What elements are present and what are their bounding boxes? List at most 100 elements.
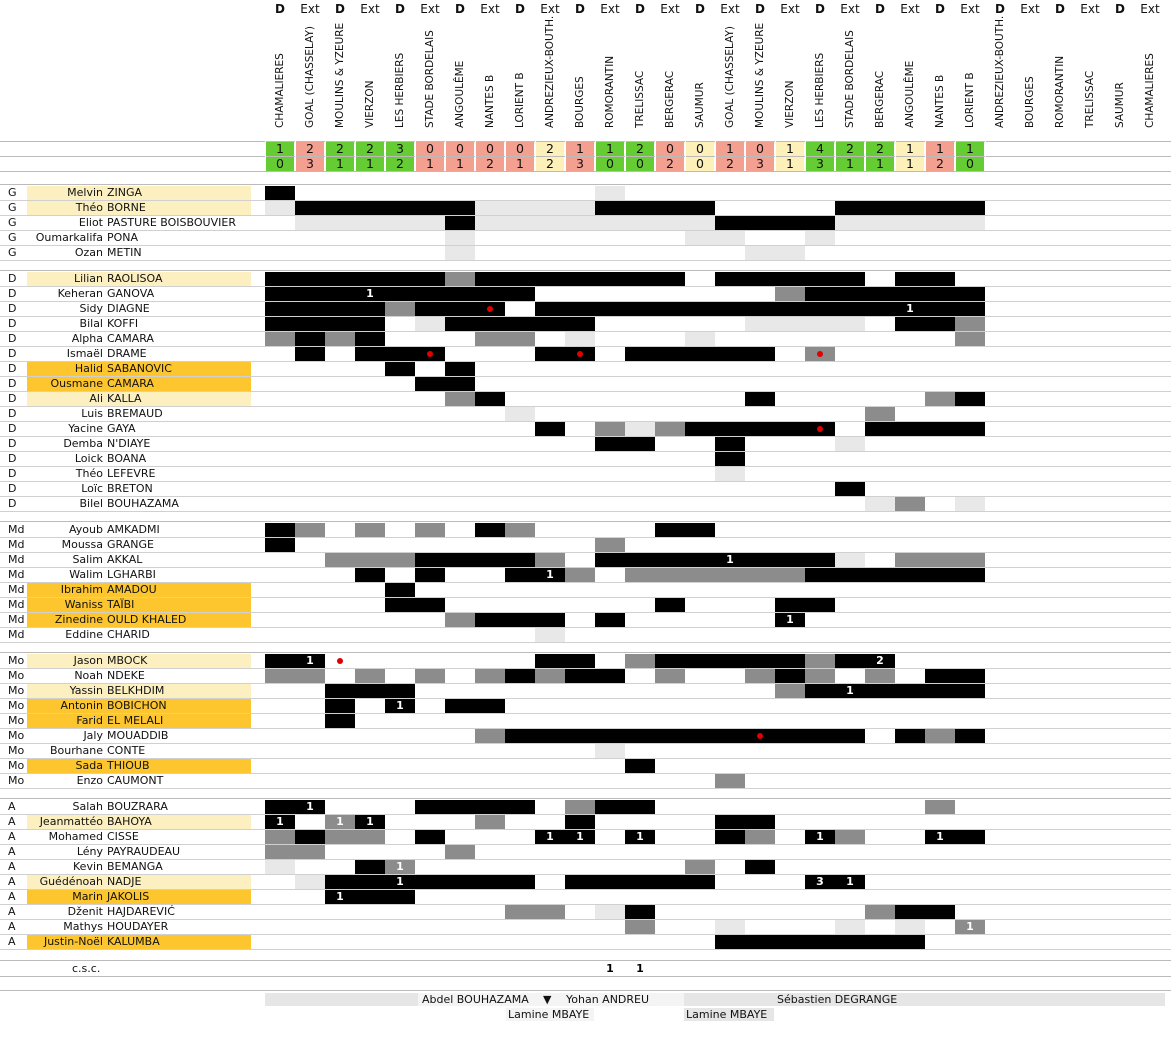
opponent-name: ANDREZIEUX-BOUTH. bbox=[535, 16, 565, 140]
appearance-cell bbox=[475, 815, 505, 829]
player-first-name: Zinedine bbox=[54, 613, 103, 626]
appearance-cell bbox=[565, 729, 595, 743]
appearance-cell bbox=[865, 407, 895, 421]
player-last-name: OULD KHALED bbox=[107, 613, 187, 626]
player-last-name: KOFFI bbox=[107, 317, 139, 330]
player-first-name: Oumarkalifa bbox=[35, 231, 103, 244]
appearance-cell bbox=[625, 216, 655, 230]
appearance-cell bbox=[325, 287, 355, 301]
appearance-cell bbox=[925, 729, 955, 743]
appearance-cell bbox=[625, 437, 655, 451]
player-last-name: PASTURE BOISBOUVIER bbox=[107, 216, 236, 229]
appearance-cell bbox=[745, 392, 775, 406]
opponent-name: NANTES B bbox=[475, 28, 505, 140]
player-position: Md bbox=[8, 628, 25, 641]
appearance-cell bbox=[655, 201, 685, 215]
player-position: D bbox=[8, 467, 17, 480]
score-for: 2 bbox=[626, 142, 654, 156]
column-header: D bbox=[335, 2, 345, 16]
player-last-name: HOUDAYER bbox=[107, 920, 169, 933]
appearance-cell bbox=[625, 654, 655, 668]
appearance-cell bbox=[295, 830, 325, 844]
column-grid-line bbox=[355, 141, 356, 171]
player-first-name: Théo bbox=[75, 201, 103, 214]
player-position: G bbox=[8, 246, 17, 259]
opponent-name: GOAL (CHASSELAY) bbox=[715, 26, 745, 140]
appearance-cell bbox=[265, 800, 295, 814]
appearance-cell bbox=[925, 684, 955, 698]
appearance-cell bbox=[865, 654, 895, 668]
appearance-cell bbox=[925, 302, 955, 316]
column-grid-line bbox=[265, 141, 266, 171]
opponent-label: VIERZON bbox=[364, 80, 376, 128]
appearance-cell bbox=[475, 729, 505, 743]
player-last-name: AMKADMI bbox=[107, 523, 160, 536]
goal-count: 1 bbox=[936, 830, 944, 843]
appearance-cell bbox=[805, 287, 835, 301]
appearance-cell bbox=[895, 201, 925, 215]
appearance-cell bbox=[925, 272, 955, 286]
column-header: Ext bbox=[300, 2, 320, 16]
appearance-cell bbox=[715, 422, 745, 436]
appearance-cell bbox=[415, 568, 445, 582]
appearance-cell bbox=[595, 538, 625, 552]
row-divider bbox=[0, 496, 1171, 497]
appearance-cell bbox=[715, 216, 745, 230]
row-divider bbox=[0, 286, 1171, 287]
player-position: A bbox=[8, 830, 16, 843]
opponent-label: SAUMUR bbox=[1114, 82, 1126, 128]
appearance-cell bbox=[865, 568, 895, 582]
appearance-cell bbox=[955, 920, 985, 934]
column-grid-line bbox=[295, 141, 296, 171]
player-position: D bbox=[8, 332, 17, 345]
row-divider bbox=[0, 889, 1171, 890]
opponent-name: ROMORANTIN bbox=[595, 28, 625, 140]
appearance-cell bbox=[895, 684, 925, 698]
row-divider bbox=[0, 301, 1171, 302]
player-last-name: BOANA bbox=[107, 452, 147, 465]
appearance-cell bbox=[835, 875, 865, 889]
opponent-label: MOULINS & YZEURE bbox=[334, 22, 346, 128]
player-position: Md bbox=[8, 613, 25, 626]
player-last-name: BRETON bbox=[107, 482, 153, 495]
appearance-cell bbox=[505, 669, 535, 683]
row-divider bbox=[0, 612, 1171, 613]
score-against: 0 bbox=[266, 157, 294, 171]
player-position: Md bbox=[8, 568, 25, 581]
player-position: D bbox=[8, 302, 17, 315]
appearance-cell bbox=[955, 553, 985, 567]
appearance-cell bbox=[805, 216, 835, 230]
player-first-name: Halid bbox=[74, 362, 103, 375]
appearance-cell bbox=[475, 216, 505, 230]
appearance-cell bbox=[805, 317, 835, 331]
appearance-cell bbox=[445, 800, 475, 814]
appearance-cell bbox=[265, 815, 295, 829]
player-position: D bbox=[8, 497, 17, 510]
goal-count: 1 bbox=[306, 800, 314, 813]
appearance-cell bbox=[445, 231, 475, 245]
column-grid-line bbox=[955, 141, 956, 171]
score-against: 3 bbox=[566, 157, 594, 171]
appearance-cell bbox=[415, 800, 445, 814]
appearance-cell bbox=[385, 890, 415, 904]
appearance-cell bbox=[775, 272, 805, 286]
appearance-cell bbox=[805, 729, 835, 743]
appearance-cell bbox=[295, 272, 325, 286]
appearance-cell bbox=[445, 377, 475, 391]
appearance-cell bbox=[565, 216, 595, 230]
appearance-cell bbox=[625, 553, 655, 567]
player-first-name: Dženit bbox=[67, 905, 103, 918]
appearance-cell bbox=[895, 317, 925, 331]
group-divider bbox=[0, 652, 1171, 653]
score-for: 1 bbox=[956, 142, 984, 156]
opponent-label: ROMORANTIN bbox=[1054, 55, 1066, 128]
appearance-cell bbox=[325, 830, 355, 844]
appearance-cell bbox=[865, 935, 895, 949]
group-divider bbox=[0, 798, 1171, 799]
player-last-name: BELKHDIM bbox=[107, 684, 165, 697]
row-divider bbox=[0, 713, 1171, 714]
score-for: 1 bbox=[896, 142, 924, 156]
appearance-cell bbox=[835, 216, 865, 230]
player-position: A bbox=[8, 815, 16, 828]
